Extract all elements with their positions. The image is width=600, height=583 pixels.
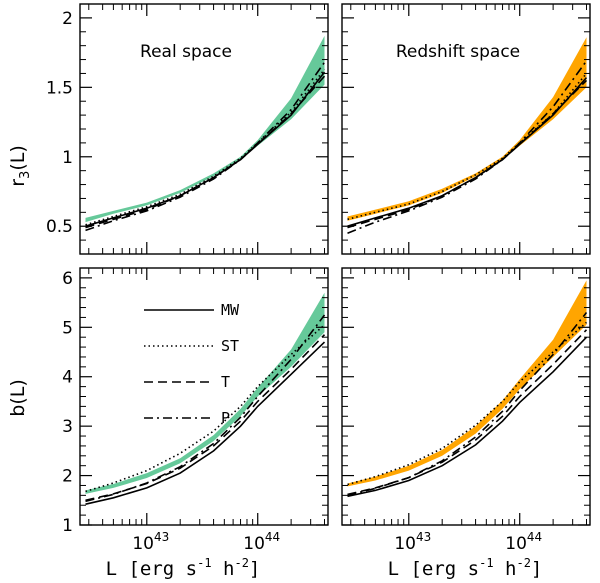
y-tick-label: 5 — [62, 318, 73, 338]
x-axis-title-right: L [erg s-1 h-2] — [388, 556, 543, 580]
x-axis-title-left-main: L [erg s — [106, 558, 198, 580]
curve-mw — [85, 71, 326, 227]
curve-mw — [347, 336, 588, 498]
x-axis-title-left-mid: h — [212, 558, 235, 580]
y-axis-title-r3: r3(L) — [7, 145, 33, 187]
x-tick-label-exp: 43 — [154, 530, 169, 544]
y-axis-title-bias: b(L) — [7, 379, 29, 416]
x-tick-label: 1043 — [394, 530, 431, 554]
curve-st — [85, 68, 326, 226]
legend-label-t: T — [221, 373, 230, 391]
x-axis-title-right-sup2: -2 — [516, 556, 530, 570]
x-tick-label-base: 10 — [243, 534, 265, 554]
curve-p — [85, 314, 326, 503]
curve-st — [347, 321, 588, 486]
curve-mw — [85, 341, 326, 505]
x-tick-label-base: 10 — [505, 534, 527, 554]
y-tick-label: 0.5 — [46, 217, 73, 237]
x-tick-label: 1044 — [505, 530, 542, 554]
x-tick-label-base: 10 — [132, 534, 154, 554]
x-tick-label: 1043 — [132, 530, 169, 554]
x-axis-title-left-sup1: -1 — [197, 556, 211, 570]
x-axis-title-right-end: ] — [531, 558, 542, 580]
curve-t — [85, 334, 326, 502]
x-axis-title-left-end: ] — [249, 558, 260, 580]
curve-p — [347, 312, 588, 497]
curve-p — [347, 60, 588, 234]
x-axis-title-left-sup2: -2 — [234, 556, 248, 570]
panel-real-space-r3: 0.5 1 1.5 2 Real space — [46, 3, 329, 255]
y-tick-label: 2 — [62, 467, 73, 487]
legend-label-p: P — [221, 409, 230, 427]
y-tick-label: 4 — [62, 368, 73, 388]
curve-t — [85, 75, 326, 229]
y-axis-title-r3-main: r — [7, 179, 29, 187]
x-axis-title-right-sup1: -1 — [479, 556, 493, 570]
curve-mw — [347, 77, 588, 227]
band-redshift-r3 — [347, 37, 587, 221]
x-axis-title-right-mid: h — [494, 558, 517, 580]
x-tick-label-exp: 44 — [527, 530, 542, 544]
curve-p — [85, 61, 326, 232]
y-axis-title-r3-arg: (L) — [7, 145, 29, 170]
band-real-bias — [85, 292, 325, 494]
y-tick-label: 3 — [62, 417, 73, 437]
y-tick-label: 2 — [62, 9, 73, 29]
x-tick-label-exp: 43 — [416, 530, 431, 544]
y-tick-label: 6 — [62, 269, 73, 289]
x-tick-label: 1044 — [243, 530, 280, 554]
y-tick-label: 1.5 — [46, 78, 73, 98]
x-axis-title-right-main: L [erg s — [388, 558, 480, 580]
y-tick-label: 1 — [62, 148, 73, 168]
panel-title-real-space: Real space — [140, 42, 232, 62]
panel-redshift-space-bias: 1043 1044 — [341, 267, 591, 554]
curve-st — [347, 72, 588, 221]
y-tick-label: 1 — [62, 516, 73, 536]
x-tick-label-exp: 44 — [265, 530, 280, 544]
y-axis-title-r3-sub: 3 — [18, 171, 33, 179]
x-axis-title-left: L [erg s-1 h-2] — [106, 556, 261, 580]
legend-label-st: ST — [221, 337, 239, 355]
x-tick-label-base: 10 — [394, 534, 416, 554]
legend: MW ST TP — [144, 301, 240, 427]
band-redshift-bias — [347, 280, 587, 487]
band-real-r3 — [85, 35, 325, 223]
panel-redshift-space-r3: Redshift space — [341, 3, 591, 255]
curve-st — [85, 324, 326, 493]
panel-title-redshift-space: Redshift space — [396, 42, 520, 62]
curve-t — [347, 329, 588, 496]
legend-label-mw: MW — [221, 301, 240, 319]
